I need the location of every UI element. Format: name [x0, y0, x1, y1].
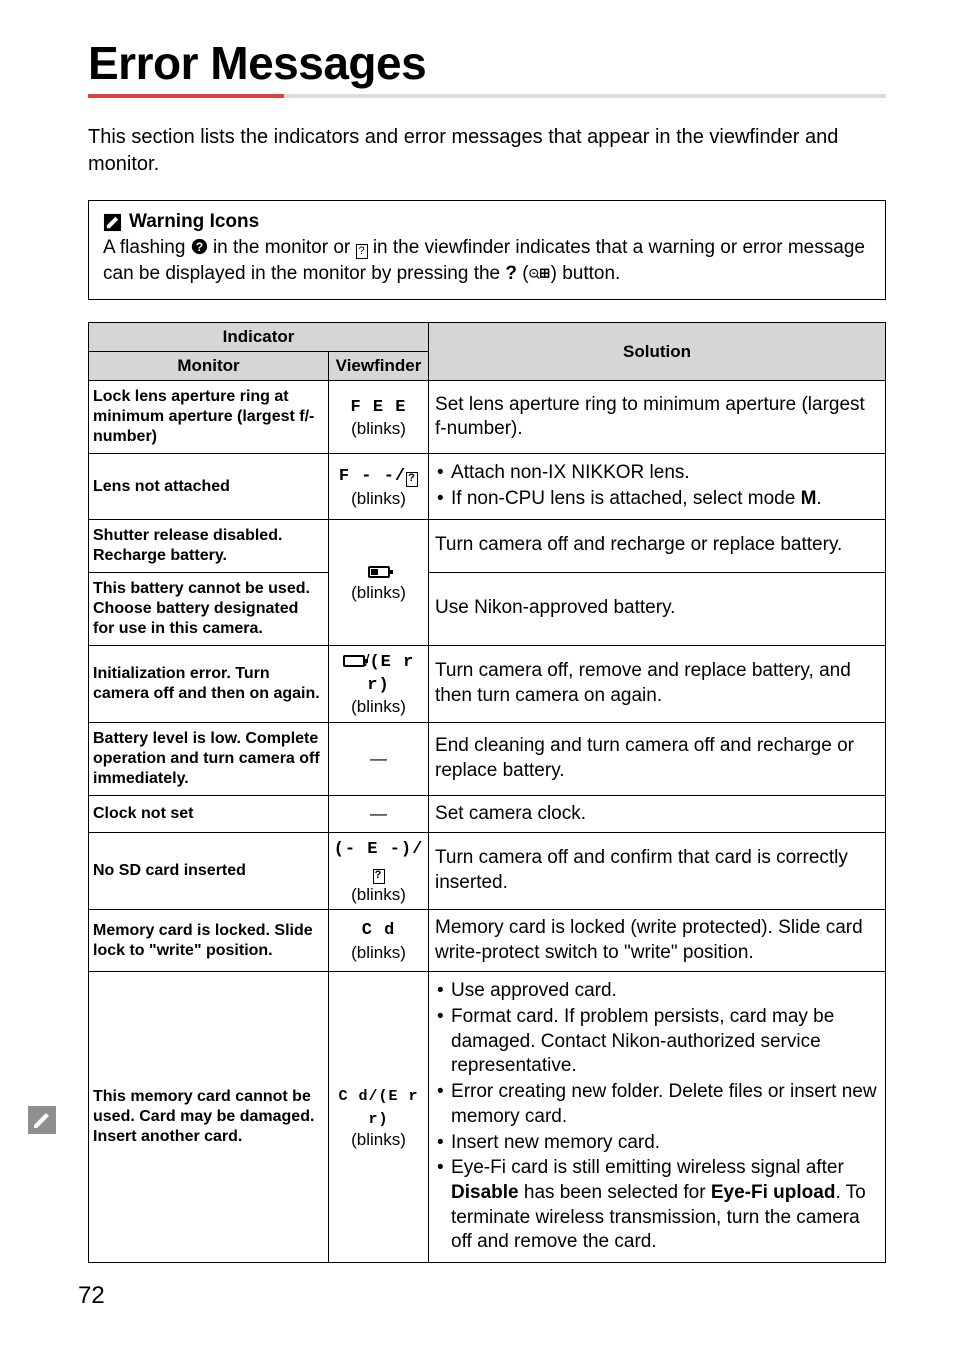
table-row: Shutter release disabled. Recharge batte…	[89, 519, 886, 572]
vf-sub: (blinks)	[351, 489, 406, 508]
question-bold: ?	[505, 263, 517, 284]
battery-icon	[343, 655, 365, 667]
viewfinder-cell: (- E -)/? (blinks)	[329, 833, 429, 910]
solution-cell: Turn camera off and recharge or replace …	[429, 519, 886, 572]
table-row: This memory card cannot be used. Card ma…	[89, 972, 886, 1263]
table-row: No SD card inserted (- E -)/? (blinks) T…	[89, 833, 886, 910]
vf-sub: (blinks)	[351, 943, 406, 962]
monitor-cell: Shutter release disabled. Recharge batte…	[89, 519, 329, 572]
header-monitor: Monitor	[89, 352, 329, 381]
viewfinder-cell: F E E (blinks)	[329, 381, 429, 454]
question-circle-icon: ?	[191, 238, 208, 255]
monitor-cell: Lock lens aperture ring at minimum apert…	[89, 381, 329, 454]
header-indicator: Indicator	[89, 323, 429, 352]
monitor-cell: Clock not set	[89, 795, 329, 833]
viewfinder-cell: —	[329, 795, 429, 833]
solution-cell: Memory card is locked (write protected).…	[429, 910, 886, 972]
vf-symbol: C d/(E r r)	[339, 1088, 419, 1128]
note-body: A flashing ? in the monitor or ? in the …	[103, 235, 871, 287]
svg-text:?: ?	[196, 240, 203, 254]
zoom-out-icon	[529, 267, 551, 281]
solution-cell: Turn camera off, remove and replace batt…	[429, 645, 886, 722]
vf-sub: (blinks)	[351, 1130, 406, 1149]
table-row: Clock not set — Set camera clock.	[89, 795, 886, 833]
solution-item: Insert new memory card.	[435, 1131, 879, 1156]
solution-item: Error creating new folder. Delete files …	[435, 1080, 879, 1129]
vf-sub: (blinks)	[351, 885, 406, 904]
solution-item: Eye-Fi card is still emitting wireless s…	[435, 1156, 879, 1255]
solution-item: Format card. If problem persists, card m…	[435, 1005, 879, 1079]
solution-cell: Use Nikon-approved battery.	[429, 572, 886, 645]
note-title-text: Warning Icons	[129, 211, 259, 233]
monitor-cell: Memory card is locked. Slide lock to "wr…	[89, 910, 329, 972]
page-number: 72	[78, 1282, 105, 1310]
solution-cell: Set lens aperture ring to minimum apertu…	[429, 381, 886, 454]
solution-cell: Use approved card. Format card. If probl…	[429, 972, 886, 1263]
note-title: Warning Icons	[103, 211, 871, 233]
note-text-1: A flashing	[103, 237, 191, 258]
monitor-cell: Battery level is low. Complete operation…	[89, 722, 329, 795]
viewfinder-cell: C d/(E r r) (blinks)	[329, 972, 429, 1263]
table-row: Lens not attached F - -/? (blinks) Attac…	[89, 454, 886, 519]
solution-cell: Attach non-IX NIKKOR lens. If non-CPU le…	[429, 454, 886, 519]
vf-symbol: F - -/?	[339, 467, 418, 486]
section-marker-icon	[28, 1106, 56, 1134]
vf-sub: (blinks)	[351, 419, 406, 438]
table-row: Memory card is locked. Slide lock to "wr…	[89, 910, 886, 972]
solution-item: Attach non-IX NIKKOR lens.	[435, 461, 879, 486]
table-row: Lock lens aperture ring at minimum apert…	[89, 381, 886, 454]
battery-icon	[368, 566, 390, 578]
solution-cell: End cleaning and turn camera off and rec…	[429, 722, 886, 795]
solution-item: If non-CPU lens is attached, select mode…	[435, 487, 879, 512]
warning-note-box: Warning Icons A flashing ? in the monito…	[88, 200, 886, 300]
monitor-cell: No SD card inserted	[89, 833, 329, 910]
question-box-icon: ?	[356, 244, 368, 259]
vf-sub: (blinks)	[351, 697, 406, 716]
viewfinder-cell: —	[329, 722, 429, 795]
solution-cell: Turn camera off and confirm that card is…	[429, 833, 886, 910]
header-viewfinder: Viewfinder	[329, 352, 429, 381]
pencil-icon	[103, 213, 122, 232]
title-underline	[88, 94, 886, 98]
table-row: Initialization error. Turn camera off an…	[89, 645, 886, 722]
page: Error Messages This section lists the in…	[0, 0, 954, 1352]
note-text-2: in the monitor or	[213, 237, 356, 258]
viewfinder-cell: F - -/? (blinks)	[329, 454, 429, 519]
monitor-cell: Lens not attached	[89, 454, 329, 519]
header-solution: Solution	[429, 323, 886, 381]
intro-paragraph: This section lists the indicators and er…	[88, 124, 886, 178]
page-title: Error Messages	[88, 36, 886, 90]
vf-sub: (blinks)	[351, 583, 406, 602]
vf-symbol: (- E -)/?	[334, 840, 424, 882]
solution-item: Use approved card.	[435, 979, 879, 1004]
viewfinder-cell: /(E r r) (blinks)	[329, 645, 429, 722]
monitor-cell: Initialization error. Turn camera off an…	[89, 645, 329, 722]
solution-cell: Set camera clock.	[429, 795, 886, 833]
error-table: Indicator Solution Monitor Viewfinder Lo…	[88, 322, 886, 1263]
vf-symbol: C d	[362, 921, 396, 940]
monitor-cell: This memory card cannot be used. Card ma…	[89, 972, 329, 1263]
table-row: Battery level is low. Complete operation…	[89, 722, 886, 795]
note-paren-close: ) button.	[551, 263, 621, 284]
monitor-cell: This battery cannot be used. Choose batt…	[89, 572, 329, 645]
viewfinder-cell: C d (blinks)	[329, 910, 429, 972]
table-row: This battery cannot be used. Choose batt…	[89, 572, 886, 645]
vf-symbol: /(E r r)	[343, 651, 415, 693]
viewfinder-cell: (blinks)	[329, 519, 429, 645]
vf-symbol: F E E	[351, 398, 407, 417]
